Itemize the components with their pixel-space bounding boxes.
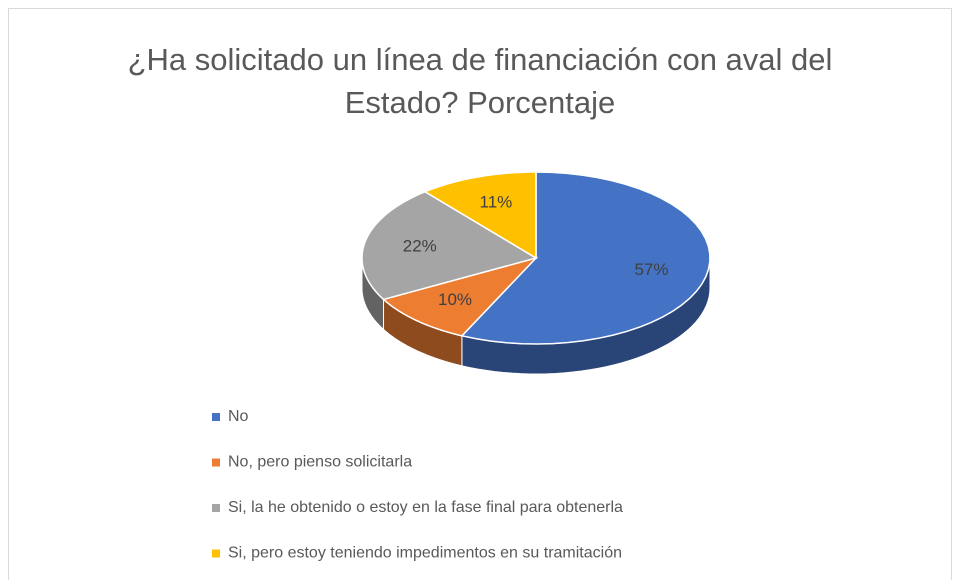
legend-label: No, pero pienso solicitarla (228, 454, 412, 471)
legend-label: Si, pero estoy teniendo impedimentos en … (228, 545, 622, 562)
legend-swatch (212, 458, 220, 467)
data-label: 57% (634, 260, 668, 279)
slice (381, 256, 539, 337)
legend-swatch (212, 413, 220, 421)
slice (423, 171, 537, 260)
data-label: 10% (438, 290, 472, 309)
legend-swatch (212, 504, 220, 512)
slice (361, 190, 538, 301)
chart-border (8, 8, 952, 580)
data-label: 11% (480, 192, 513, 211)
legend-label: Si, la he obtenido o estoy en la fase fi… (228, 499, 623, 516)
chart-title: ¿Ha solicitado un línea de financiación … (127, 42, 833, 120)
legend-label: No (228, 408, 249, 425)
data-label: 22% (403, 237, 437, 256)
slice (460, 171, 711, 345)
legend-swatch (212, 549, 220, 558)
